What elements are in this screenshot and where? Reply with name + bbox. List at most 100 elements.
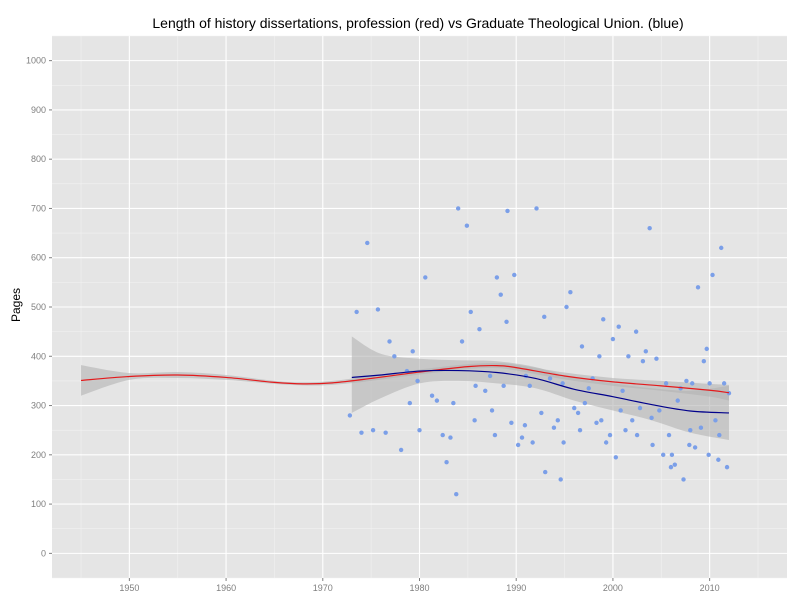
data-point bbox=[657, 408, 662, 413]
y-tick-label: 400 bbox=[31, 351, 46, 361]
data-point bbox=[719, 245, 724, 251]
data-point bbox=[519, 435, 525, 440]
data-point bbox=[534, 206, 539, 211]
data-point bbox=[509, 420, 514, 425]
data-point bbox=[626, 354, 631, 359]
data-point bbox=[417, 427, 422, 433]
y-tick-label: 0 bbox=[41, 548, 46, 558]
data-point bbox=[586, 386, 591, 391]
data-point bbox=[434, 398, 440, 403]
data-point bbox=[675, 398, 680, 403]
y-tick-label: 200 bbox=[31, 450, 46, 460]
data-point bbox=[572, 405, 577, 411]
data-point bbox=[387, 339, 392, 344]
gtu-smooth-line bbox=[351, 369, 730, 414]
data-point bbox=[607, 432, 613, 438]
data-point bbox=[620, 388, 625, 393]
data-point bbox=[577, 427, 583, 433]
data-point bbox=[717, 432, 722, 438]
data-point bbox=[415, 378, 420, 384]
data-point bbox=[473, 383, 478, 389]
data-point bbox=[448, 435, 453, 440]
y-tick-label: 500 bbox=[31, 302, 46, 312]
axis-ticks: 1950 1960 1970 1980 1990 2000 2010 0 100 200 300 40… bbox=[26, 56, 720, 593]
data-points bbox=[347, 206, 732, 497]
data-point bbox=[429, 393, 435, 398]
data-point bbox=[599, 418, 604, 423]
data-point bbox=[579, 344, 585, 349]
data-point bbox=[597, 354, 602, 359]
data-point bbox=[704, 346, 709, 352]
y-tick-label: 900 bbox=[31, 105, 46, 115]
data-point bbox=[564, 304, 569, 310]
data-point bbox=[498, 292, 503, 297]
x-tick-label: 2000 bbox=[603, 583, 623, 593]
data-point bbox=[383, 430, 388, 435]
data-point bbox=[654, 356, 659, 361]
y-axis-label: Pages bbox=[9, 288, 23, 322]
data-point bbox=[568, 290, 573, 295]
data-point bbox=[501, 383, 506, 389]
data-point bbox=[504, 319, 509, 324]
data-point bbox=[582, 400, 588, 406]
data-point bbox=[634, 432, 640, 438]
data-point bbox=[468, 309, 473, 315]
data-point bbox=[663, 381, 669, 386]
data-point bbox=[669, 452, 675, 458]
data-point bbox=[354, 309, 359, 315]
data-point bbox=[483, 388, 488, 393]
data-point bbox=[690, 381, 695, 386]
confidence-ribbons bbox=[81, 336, 729, 441]
data-point bbox=[547, 376, 553, 381]
data-point bbox=[423, 275, 428, 280]
data-point bbox=[515, 442, 521, 448]
y-tick-label: 800 bbox=[31, 154, 46, 164]
data-point bbox=[666, 432, 672, 438]
y-tick-label: 1000 bbox=[26, 56, 46, 66]
data-point bbox=[459, 339, 465, 344]
data-point bbox=[454, 492, 459, 497]
data-point bbox=[512, 272, 517, 278]
data-point bbox=[359, 430, 364, 435]
data-point bbox=[375, 307, 381, 312]
data-point bbox=[530, 440, 535, 445]
data-point bbox=[692, 445, 698, 450]
data-point bbox=[370, 427, 376, 433]
data-point bbox=[477, 326, 482, 332]
data-point bbox=[560, 381, 565, 386]
data-point bbox=[492, 432, 498, 438]
data-point bbox=[365, 240, 370, 246]
x-tick-label: 2010 bbox=[700, 583, 720, 593]
x-tick-label: 1990 bbox=[506, 583, 526, 593]
data-point bbox=[701, 359, 707, 364]
data-point bbox=[527, 383, 532, 389]
data-point bbox=[684, 378, 689, 384]
data-point bbox=[601, 317, 606, 322]
x-tick-label: 1980 bbox=[409, 583, 429, 593]
data-point bbox=[613, 455, 619, 460]
data-point bbox=[672, 462, 678, 467]
data-point bbox=[494, 275, 500, 280]
data-point bbox=[681, 477, 686, 482]
data-point bbox=[561, 440, 566, 445]
data-point bbox=[410, 349, 415, 354]
data-point bbox=[603, 440, 609, 445]
data-point bbox=[522, 423, 528, 428]
data-point bbox=[575, 410, 581, 416]
data-point bbox=[489, 408, 495, 413]
x-tick-label: 1960 bbox=[216, 583, 236, 593]
data-point bbox=[464, 223, 470, 228]
data-point bbox=[640, 359, 646, 364]
data-point bbox=[440, 432, 445, 438]
data-point bbox=[618, 408, 623, 413]
y-tick-label: 600 bbox=[31, 253, 46, 263]
data-point bbox=[647, 225, 652, 231]
data-point bbox=[724, 464, 730, 470]
data-point bbox=[721, 381, 727, 386]
data-point bbox=[555, 418, 560, 423]
chart-title: Length of history dissertations, profess… bbox=[152, 15, 683, 31]
x-tick-label: 1970 bbox=[313, 583, 333, 593]
gtu-confidence-band bbox=[351, 336, 729, 441]
data-point bbox=[407, 400, 413, 406]
